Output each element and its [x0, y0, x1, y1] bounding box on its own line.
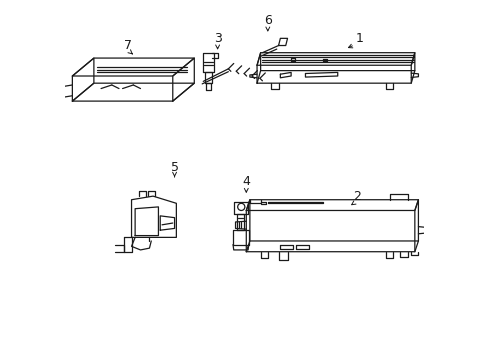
- Text: 4: 4: [242, 175, 250, 188]
- Text: 6: 6: [264, 14, 271, 27]
- Text: 7: 7: [123, 39, 132, 52]
- Text: 2: 2: [353, 190, 361, 203]
- Text: 1: 1: [355, 32, 363, 45]
- Text: 5: 5: [170, 161, 178, 174]
- Text: 3: 3: [213, 32, 221, 45]
